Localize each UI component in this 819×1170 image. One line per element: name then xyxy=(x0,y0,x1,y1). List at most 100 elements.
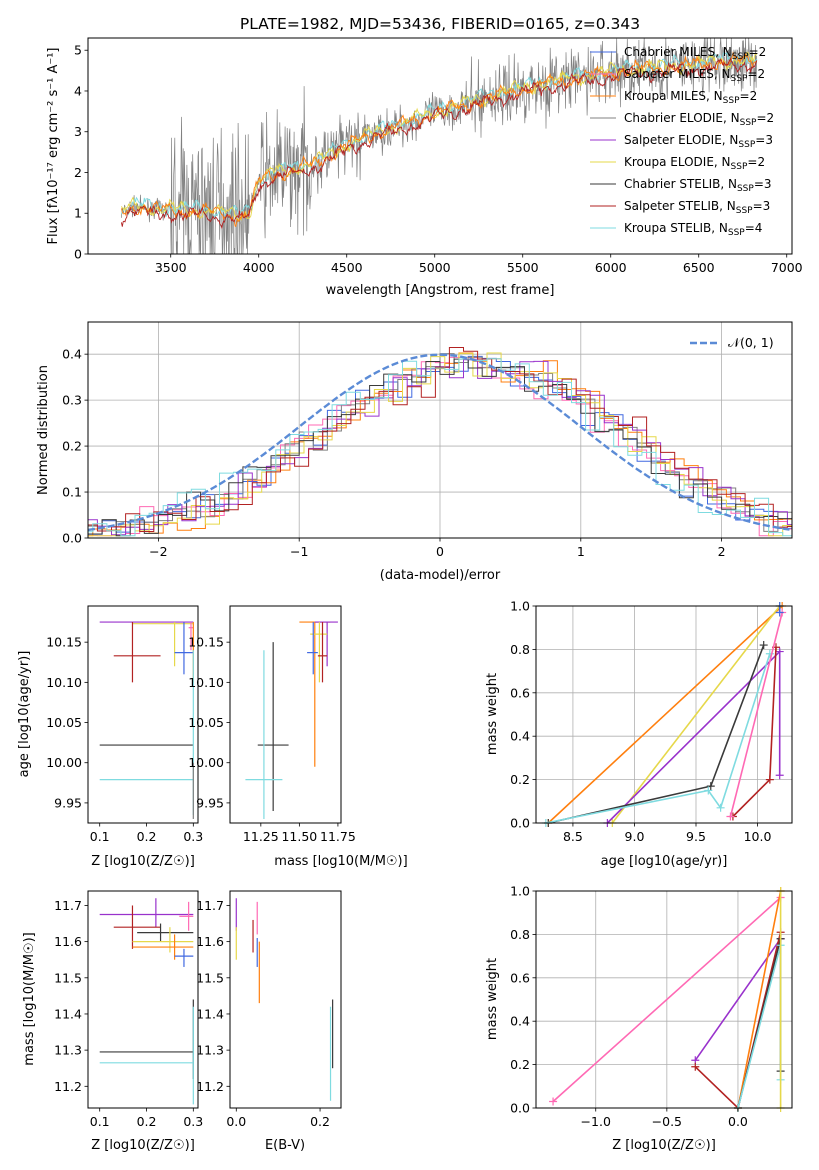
x-tick-label: 10.0 xyxy=(744,829,772,844)
x-tick-label: 0.2 xyxy=(310,1114,330,1129)
x-tick-label: 4500 xyxy=(331,260,363,275)
x-tick-label: 0.1 xyxy=(90,829,110,844)
mass-vs-extinction-ticks: 0.0 0.2 11.2 11.3 11.4 11.5 11.6 11.7 xyxy=(196,898,330,1129)
mass-weight-age-marker xyxy=(726,812,735,821)
spectrum-marks xyxy=(120,37,758,255)
x-tick-label: 11.75 xyxy=(320,829,356,844)
y-tick-label: 0.0 xyxy=(62,531,82,546)
mass-weight-vs-age-marks xyxy=(541,602,787,827)
y-tick-label: 0.2 xyxy=(510,1057,530,1072)
legend-label: Kroupa MILES, NSSP=2 xyxy=(624,89,757,106)
spectrum-panel: 3500 4000 4500 5000 5500 6000 6500 7000 0 1 2 3 4 5 C… xyxy=(46,37,803,298)
histogram-step-salpeter_stelib xyxy=(88,347,792,532)
x-tick-label: 7000 xyxy=(771,260,803,275)
y-tick-label: 0.4 xyxy=(510,1014,530,1029)
x-tick-label: 0.3 xyxy=(183,829,203,844)
y-tick-label: 11.2 xyxy=(54,1079,82,1094)
mass-weight-age-marker xyxy=(765,775,774,784)
x-tick-label: 0.2 xyxy=(137,829,157,844)
y-tick-label: 10.10 xyxy=(188,675,224,690)
mass-vs-extinction-xlabel: E(B-V) xyxy=(265,1138,305,1153)
y-tick-label: 9.95 xyxy=(196,795,224,810)
age-vs-metallicity-ticks: 0.1 0.2 0.3 9.95 10.00 10.05 10.10 10.15 xyxy=(46,635,203,844)
spectrum-model-salpeter_stelib xyxy=(120,57,758,230)
spectrum-model-kroupa_miles xyxy=(120,51,758,228)
x-tick-label: 11.25 xyxy=(243,829,279,844)
age-vs-mass-marks xyxy=(245,621,338,819)
y-tick-label: 0.6 xyxy=(510,685,530,700)
legend-label: Chabrier MILES, NSSP=2 xyxy=(624,45,766,62)
y-tick-label: 11.6 xyxy=(196,934,224,949)
x-tick-label: −1 xyxy=(290,544,308,559)
mass-weight-z-marker xyxy=(549,1097,558,1106)
x-tick-label: −0.5 xyxy=(652,1114,682,1129)
histogram-marks xyxy=(87,347,793,537)
histogram-ylabel: Normed distribution xyxy=(36,365,51,495)
x-tick-label: 1 xyxy=(577,544,585,559)
legend-subscript: SSP xyxy=(738,140,755,150)
mass-weight-age-line-kroupa_stelib xyxy=(545,653,771,824)
y-tick-label: 11.7 xyxy=(196,898,224,913)
y-tick-label: 0.6 xyxy=(510,970,530,985)
y-tick-label: 2 xyxy=(74,165,82,180)
mass-weight-age-marker xyxy=(775,771,784,780)
mass-weight-vs-metallicity-ylabel: mass weight xyxy=(485,958,500,1040)
age-vs-metallicity-panel: 0.1 0.2 0.3 9.95 10.00 10.05 10.10 10.15 Z [log… xyxy=(17,605,203,869)
y-tick-label: 11.7 xyxy=(54,898,82,913)
mass-weight-age-line-kroupa_elodie xyxy=(611,605,781,824)
mass-weight-age-marker xyxy=(716,803,725,812)
mass-weight-age-marker xyxy=(704,786,713,795)
legend-label: 𝒩(0, 1) xyxy=(728,335,774,350)
legend-value: =2 xyxy=(756,111,774,125)
mass-weight-age-line-salpeter_stelib xyxy=(732,647,777,818)
x-tick-label: 0.0 xyxy=(728,1114,748,1129)
x-tick-label: 6000 xyxy=(595,260,627,275)
mass-weight-age-line-salpeter_miles xyxy=(729,612,783,817)
mass-weight-age-line-chabrier_stelib xyxy=(548,644,765,824)
x-tick-label: 0.2 xyxy=(137,1114,157,1129)
mass-weight-age-marker xyxy=(759,641,768,650)
mass-vs-metallicity-marks xyxy=(99,898,194,1105)
y-tick-label: 11.3 xyxy=(196,1043,224,1058)
y-tick-label: 0.2 xyxy=(62,439,82,454)
legend-value: =2 xyxy=(747,155,765,169)
x-tick-label: 11.50 xyxy=(281,829,317,844)
y-tick-label: 5 xyxy=(74,43,82,58)
y-tick-label: 10.05 xyxy=(188,715,224,730)
legend-subscript: SSP xyxy=(737,184,754,194)
legend-subscript: SSP xyxy=(731,74,748,84)
mass-weight-z-line-kroupa_miles xyxy=(737,890,782,1109)
x-tick-label: 0.3 xyxy=(183,1114,203,1129)
y-tick-label: 0.4 xyxy=(510,729,530,744)
legend-label: Kroupa ELODIE, NSSP=2 xyxy=(624,155,765,172)
age-vs-mass-panel: 11.25 11.50 11.759.9510.0010.0510.1010.15 … xyxy=(188,605,408,869)
age-vs-metallicity-marks xyxy=(99,621,194,819)
y-tick-label: 10.15 xyxy=(188,635,224,650)
y-tick-label: 0.2 xyxy=(510,772,530,787)
mass-weight-z-line-salpeter_elodie xyxy=(694,938,782,1061)
mass-weight-vs-metallicity-grid xyxy=(536,890,792,1109)
legend-subscript: SSP xyxy=(740,118,757,128)
legend-value: =3 xyxy=(755,133,773,147)
y-tick-label: 11.3 xyxy=(54,1043,82,1058)
legend-value: =3 xyxy=(754,177,772,191)
mass-weight-z-marker xyxy=(691,1062,700,1071)
histogram-ticks: −2 −1 0 1 2 0.0 0.1 0.2 0.3 0.4 xyxy=(62,347,725,559)
y-tick-label: 1.0 xyxy=(510,884,530,899)
y-tick-label: 9.95 xyxy=(54,795,82,810)
mass-vs-extinction-marks xyxy=(235,898,334,1101)
x-tick-label: 0.1 xyxy=(90,1114,110,1129)
legend-label: Salpeter ELODIE, NSSP=3 xyxy=(624,133,773,150)
figure-title: PLATE=1982, MJD=53436, FIBERID=0165, z=0… xyxy=(240,15,640,33)
y-tick-label: 11.4 xyxy=(54,1006,82,1021)
y-tick-label: 11.5 xyxy=(54,970,82,985)
y-tick-label: 0 xyxy=(74,247,82,262)
x-tick-label: 5500 xyxy=(507,260,539,275)
spectrum-xlabel: wavelength [Angstrom, rest frame] xyxy=(326,283,555,298)
x-tick-label: 5000 xyxy=(419,260,451,275)
histogram-legend: 𝒩(0, 1) xyxy=(690,335,774,350)
y-tick-label: 0.3 xyxy=(62,393,82,408)
mass-weight-vs-age-ylabel: mass weight xyxy=(485,673,500,755)
y-tick-label: 10.10 xyxy=(46,675,82,690)
